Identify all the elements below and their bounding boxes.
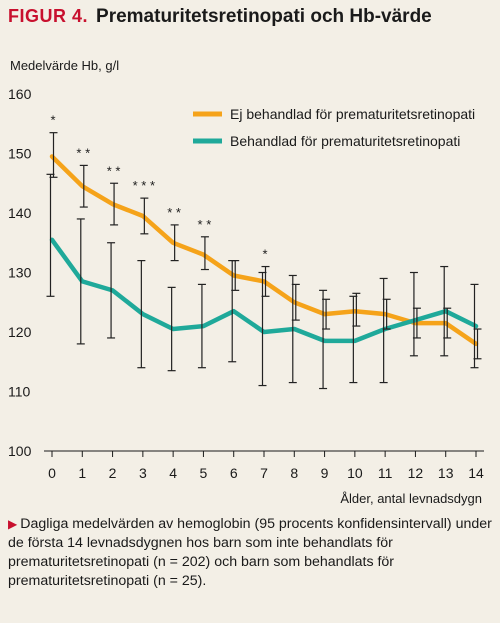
x-tick-label: 1 — [78, 465, 86, 481]
series-line-2 — [49, 237, 479, 344]
significance-marker: * — [262, 247, 267, 262]
x-tick-label: 2 — [109, 465, 117, 481]
series-line-1 — [49, 154, 479, 347]
x-tick-label: 12 — [408, 465, 424, 481]
x-tick-label: 4 — [169, 465, 177, 481]
y-tick-label: 150 — [8, 146, 32, 162]
x-tick-label: 3 — [139, 465, 147, 481]
significance-marker: * * — [167, 205, 181, 220]
x-tick-label: 11 — [378, 465, 393, 481]
x-tick-label: 14 — [468, 465, 484, 481]
x-tick-label: 9 — [321, 465, 329, 481]
x-tick-label: 6 — [230, 465, 238, 481]
caption-bullet-icon: ▶ — [8, 517, 18, 531]
figure-caption: ▶ Dagliga medelvärden av hemoglobin (95 p… — [8, 515, 492, 591]
x-axis-label: Ålder, antal levnadsdygn — [340, 491, 482, 506]
x-tick-label: 0 — [48, 465, 56, 481]
legend-label-2: Behandlad för prematuritetsretinopati — [230, 133, 460, 149]
x-tick-label: 10 — [347, 465, 363, 481]
significance-marker: * * — [76, 145, 90, 160]
y-axis-label: Medelvärde Hb, g/l — [10, 58, 120, 73]
y-tick-label: 160 — [8, 86, 32, 102]
x-tick-label: 13 — [438, 465, 454, 481]
y-tick-label: 130 — [8, 265, 32, 281]
figure-label: FIGUR 4. — [8, 6, 89, 26]
significance-marker: * * — [198, 217, 212, 232]
significance-marker: * — [50, 113, 55, 128]
figure-title: FIGUR 4. Prematuritetsretinopati och Hb-… — [8, 6, 432, 36]
legend-label-1: Ej behandlad för prematuritetsretinopati — [230, 106, 475, 122]
y-tick-label: 100 — [8, 443, 32, 459]
figure-heading: Prematuritetsretinopati och Hb-värde — [96, 6, 432, 27]
x-tick-label: 8 — [290, 465, 298, 481]
caption-text: Dagliga medelvärden av hemoglobin (95 pr… — [8, 516, 492, 589]
y-tick-label: 120 — [8, 324, 32, 340]
x-tick-label: 7 — [260, 465, 268, 481]
significance-marker: * * — [107, 163, 121, 178]
significance-marker: * * * — [133, 178, 155, 193]
y-tick-label: 140 — [8, 205, 32, 221]
x-tick-label: 5 — [200, 465, 208, 481]
y-tick-label: 110 — [8, 384, 31, 400]
